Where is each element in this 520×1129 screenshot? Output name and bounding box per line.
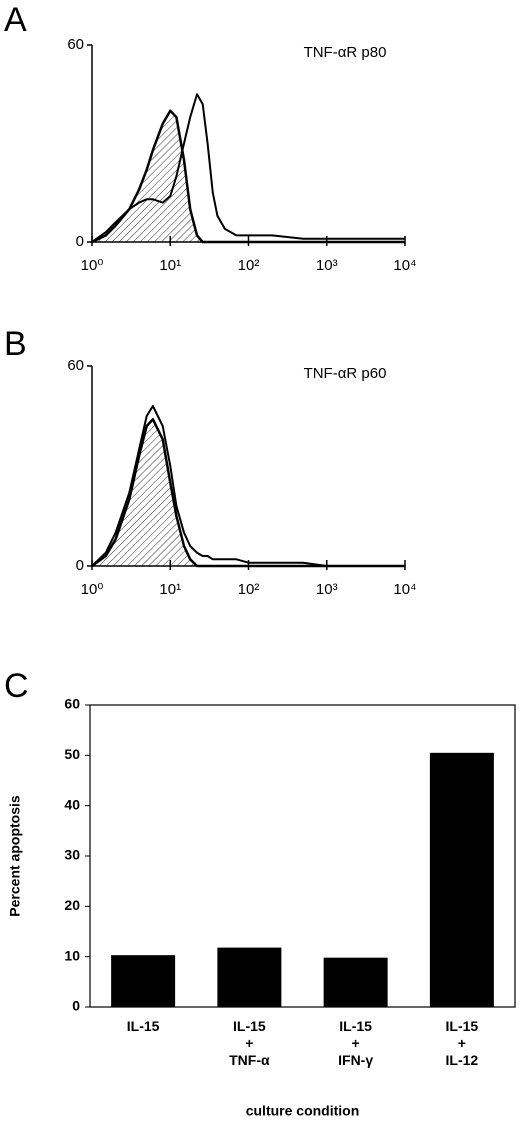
control-histogram	[91, 109, 405, 244]
y-tick-label: 10	[64, 947, 80, 963]
panel-label: A	[4, 1, 27, 39]
x-tick-label: IL-15 + IFN-γ	[338, 1018, 373, 1068]
y-tick-label: 60	[64, 696, 80, 712]
x-axis-label: culture condition	[246, 1103, 360, 1119]
x-tick-label-line: IL-15	[233, 1018, 266, 1034]
x-tick-label-line: IL-15	[339, 1018, 372, 1034]
x-tick-label: 10⁴	[393, 257, 416, 274]
x-tick-label: IL-15 + TNF-α	[229, 1018, 270, 1068]
y-tick-label: 30	[64, 847, 80, 863]
y-tick-label: 0	[72, 998, 80, 1014]
y-tick-label: 20	[64, 897, 80, 913]
x-tick-label-line: +	[245, 1035, 253, 1051]
x-tick-label-line: IFN-γ	[338, 1052, 373, 1068]
y-tick-label: 0	[76, 557, 84, 574]
x-tick-label: 10²	[238, 257, 260, 274]
x-tick-label-line: IL-15	[127, 1018, 160, 1034]
x-tick-label-line: TNF-α	[229, 1052, 270, 1068]
x-tick-label: 10⁰	[81, 257, 104, 274]
x-tick-label: 10²	[238, 581, 260, 598]
y-tick-label: 60	[67, 36, 84, 53]
bar	[111, 955, 176, 1007]
y-tick-label: 60	[67, 357, 84, 374]
control-histogram	[91, 418, 405, 568]
x-tick-label: 10⁰	[81, 581, 104, 598]
x-tick-label-line: +	[352, 1035, 360, 1051]
x-tick-label: IL-15	[127, 1018, 160, 1034]
x-tick-label-line: +	[458, 1035, 466, 1051]
x-tick-label: 10¹	[159, 581, 181, 598]
bar	[217, 947, 282, 1007]
y-tick-label: 40	[64, 796, 80, 812]
x-tick-label: IL-15 + IL-12	[446, 1018, 479, 1068]
x-tick-label: 10³	[316, 581, 338, 598]
x-tick-label: 10⁴	[393, 581, 416, 598]
x-tick-label: 10¹	[159, 257, 181, 274]
y-tick-label: 50	[64, 746, 80, 762]
stained-histogram	[91, 405, 405, 567]
x-tick-label: 10³	[316, 257, 338, 274]
stained-histogram	[91, 93, 405, 243]
chart-title: TNF-αR p60	[304, 365, 387, 382]
chart-title: TNF-αR p80	[304, 44, 387, 61]
bar	[429, 752, 494, 1007]
panel-label: C	[4, 667, 29, 705]
bar	[323, 957, 388, 1007]
panel-label: B	[4, 325, 27, 363]
y-axis-label: Percent apoptosis	[7, 795, 23, 917]
x-tick-label-line: IL-12	[446, 1052, 479, 1068]
x-tick-label-line: IL-15	[446, 1018, 479, 1034]
y-tick-label: 0	[76, 233, 84, 250]
